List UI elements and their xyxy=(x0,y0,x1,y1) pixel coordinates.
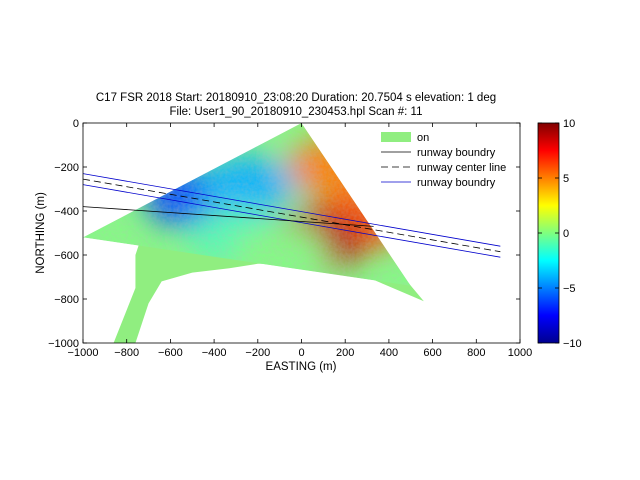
x-tick-label: 600 xyxy=(423,347,441,359)
x-tick-label: 200 xyxy=(336,347,354,359)
series-line-2 xyxy=(83,206,374,227)
y-tick-label: −400 xyxy=(54,206,79,218)
x-axis-label: EASTING (m) xyxy=(266,361,337,373)
legend: on runway boundry runway center line runway… xyxy=(374,127,514,196)
x-tick-label: −200 xyxy=(245,347,270,359)
x-tick-label: −800 xyxy=(114,347,139,359)
series-line-0 xyxy=(83,173,501,247)
y-tick-label: 0 xyxy=(73,118,79,130)
colorbar-ticks: 10 5 0 −5 −10 xyxy=(538,118,582,350)
x-tick-label: −400 xyxy=(202,347,227,359)
x-tick-label: 400 xyxy=(380,347,398,359)
legend-label: runway boundry xyxy=(417,177,496,189)
legend-swatch xyxy=(381,132,411,142)
colorbar-tick-label: 0 xyxy=(563,228,569,240)
legend-label: on xyxy=(417,132,429,144)
colorbar: 10 5 0 −5 −10 xyxy=(537,118,582,350)
colorbar-tick-label: −10 xyxy=(563,338,582,350)
y-axis-ticks: 0 −200 −400 −600 −800 −1000 xyxy=(48,118,520,350)
y-tick-label: −600 xyxy=(54,250,79,262)
colorbar-tick-label: 5 xyxy=(563,173,569,185)
y-tick-label: −200 xyxy=(54,162,79,174)
chart-title-line1: C17 FSR 2018 Start: 20180910_23:08:20 Du… xyxy=(96,92,496,104)
legend-label: runway boundry xyxy=(417,147,496,159)
x-axis-ticks: −1000 −800 −600 −400 −200 0 200 400 600 800 1000 xyxy=(68,123,532,359)
colorbar-tick-label: −5 xyxy=(563,283,576,295)
y-tick-label: −800 xyxy=(54,294,79,306)
y-tick-label: −1000 xyxy=(48,338,79,350)
series-line-3 xyxy=(83,178,501,253)
x-tick-label: 800 xyxy=(467,347,485,359)
colorbar-tick-label: 10 xyxy=(563,118,575,130)
y-axis-label: NORTHING (m) xyxy=(35,192,47,274)
x-tick-label: −1000 xyxy=(68,347,99,359)
chart-title-line2: File: User1_90_20180910_230453.hpl Scan … xyxy=(170,106,423,118)
x-tick-label: 0 xyxy=(298,347,304,359)
x-tick-label: −600 xyxy=(158,347,183,359)
legend-label: runway center line xyxy=(417,162,506,174)
x-tick-label: 1000 xyxy=(508,347,532,359)
